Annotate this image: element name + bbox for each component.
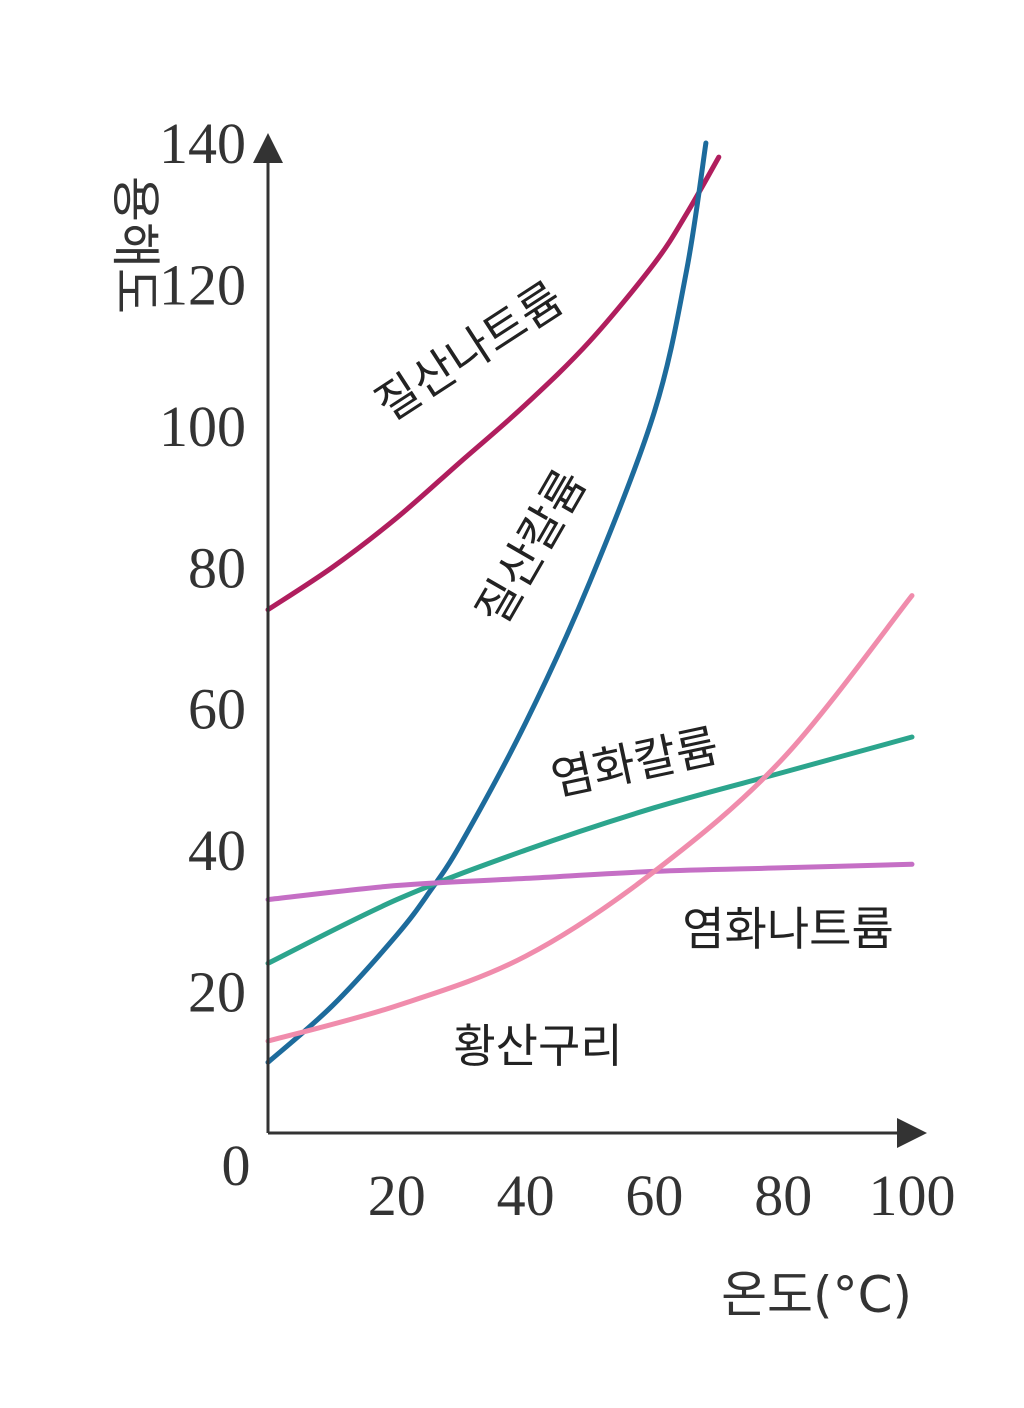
x-tick-label: 20 <box>368 1163 426 1228</box>
series-line-0 <box>265 154 722 613</box>
y-tick-label: 60 <box>188 677 246 742</box>
series-line-3 <box>265 861 915 903</box>
x-tick-label: 100 <box>869 1163 956 1228</box>
series-line-1 <box>265 140 709 1065</box>
x-tick-label: 80 <box>754 1163 812 1228</box>
x-tick-label: 60 <box>625 1163 683 1228</box>
y-tick-label: 80 <box>188 535 246 600</box>
series-line-2 <box>265 734 915 966</box>
series-curves <box>265 140 915 1065</box>
series-label-copper-sulfate: 황산구리 <box>453 1019 622 1073</box>
y-tick-label: 140 <box>159 111 246 176</box>
series-label-sodium-nitrate: 질산나트륨 <box>366 271 573 432</box>
tick-labels: 20 40 60 80 100 120 140 0 20 40 60 80 100 <box>159 111 956 1228</box>
y-axis-title: 용해도 <box>106 176 164 314</box>
x-tick-label: 0 <box>222 1133 251 1198</box>
y-tick-label: 20 <box>188 960 246 1025</box>
y-tick-label: 40 <box>188 818 246 883</box>
x-axis-title: 온도(°C) <box>721 1266 912 1324</box>
series-labels: 질산나트륨 질산칼륨 염화칼륨 염화나트륨 황산구리 <box>366 271 894 1073</box>
x-tick-label: 40 <box>497 1163 555 1228</box>
series-line-4 <box>265 593 915 1044</box>
y-tick-label: 120 <box>159 252 246 317</box>
y-tick-label: 100 <box>159 394 246 459</box>
series-label-sodium-chloride: 염화나트륨 <box>682 902 894 956</box>
